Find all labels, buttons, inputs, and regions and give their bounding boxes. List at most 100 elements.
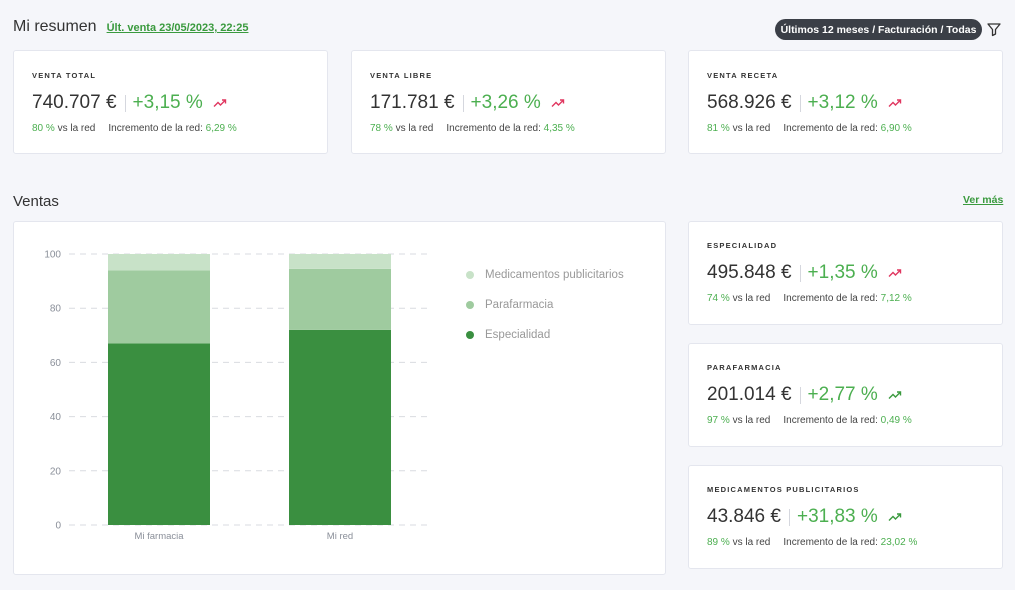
x-tick-label: Mi farmacia — [134, 531, 184, 542]
legend-item-especialidad[interactable]: Especialidad — [466, 329, 550, 341]
filter-icon[interactable] — [986, 21, 1002, 37]
summary-header: Mi resumen Últ. venta 23/05/2023, 22:25 — [13, 18, 248, 36]
kpi-network-comparison: 74 % vs la red Incremento de la red: 7,12… — [707, 293, 912, 304]
kpi-card-especialidad: ESPECIALIDAD 495.848 € +1,35 % 74 % vs l… — [688, 221, 1003, 325]
bar-segment — [289, 329, 391, 525]
filter-summary-button[interactable]: Últimos 12 meses / Facturación / Todas — [775, 19, 982, 40]
kpi-card-medicamentos-publicitarios: MEDICAMENTOS PUBLICITARIOS 43.846 € +31,… — [688, 465, 1003, 569]
sales-chart-card: 0 20 40 60 80 100 Mi farmacia Mi red Medicament… — [13, 221, 666, 575]
kpi-main: 201.014 € +2,77 % — [707, 384, 902, 406]
trend-up-icon — [888, 99, 901, 107]
vs-network-label: vs la red — [57, 123, 96, 134]
divider — [788, 508, 790, 526]
trend-up-icon — [551, 99, 564, 107]
network-increase-value: 6,29 % — [205, 123, 237, 134]
kpi-label: VENTA TOTAL — [32, 71, 97, 80]
kpi-network-comparison: 89 % vs la red Incremento de la red: 23,0… — [707, 537, 917, 548]
trend-up-icon — [888, 269, 901, 277]
vs-network-label: vs la red — [732, 123, 771, 134]
kpi-percent: +3,26 % — [470, 92, 541, 113]
legend-label: Parafarmacia — [485, 299, 554, 311]
kpi-value: 568.926 € — [707, 92, 792, 113]
legend-label: Medicamentos publicitarios — [485, 269, 624, 281]
legend-dot — [466, 301, 474, 309]
network-increase-label: Incremento de la red: — [108, 123, 203, 134]
kpi-value: 171.781 € — [370, 92, 455, 113]
kpi-network-comparison: 97 % vs la red Incremento de la red: 0,49… — [707, 415, 912, 426]
x-tick-label: Mi red — [327, 531, 353, 542]
kpi-card-venta-total: VENTA TOTAL 740.707 € +3,15 % 80 % vs la… — [13, 50, 328, 154]
network-increase-label: Incremento de la red: — [783, 123, 878, 134]
y-tick-label: 60 — [50, 358, 62, 369]
trend-up-icon — [888, 391, 901, 399]
network-increase-value: 0,49 % — [880, 415, 912, 426]
kpi-label: VENTA RECETA — [707, 71, 779, 80]
network-increase-label: Incremento de la red: — [783, 293, 878, 304]
network-increase-label: Incremento de la red: — [783, 415, 878, 426]
legend-item-parafarmacia[interactable]: Parafarmacia — [466, 299, 553, 311]
page-title: Mi resumen — [13, 18, 97, 35]
y-tick-label: 100 — [44, 250, 61, 261]
kpi-main: 568.926 € +3,12 % — [707, 92, 902, 114]
kpi-label: PARAFARMACIA — [707, 363, 782, 372]
vs-network-value: 80 % — [32, 123, 55, 134]
kpi-label: ESPECIALIDAD — [707, 241, 778, 250]
vs-network-label: vs la red — [395, 123, 434, 134]
stacked-bar-chart: 0 20 40 60 80 100 Mi farmacia Mi red — [44, 250, 432, 542]
kpi-value: 740.707 € — [32, 92, 117, 113]
vs-network-value: 78 % — [370, 123, 393, 134]
y-tick-label: 40 — [50, 412, 62, 423]
network-increase-value: 6,90 % — [880, 123, 912, 134]
bar-segment — [289, 268, 391, 330]
divider — [462, 94, 464, 112]
kpi-percent: +3,12 % — [807, 92, 878, 113]
kpi-main: 171.781 € +3,26 % — [370, 92, 565, 114]
kpi-card-venta-receta: VENTA RECETA 568.926 € +3,12 % 81 % vs l… — [688, 50, 1003, 154]
divider — [799, 94, 801, 112]
bar-segment — [108, 254, 210, 271]
vs-network-value: 97 % — [707, 415, 730, 426]
vs-network-value: 81 % — [707, 123, 730, 134]
kpi-percent: +3,15 % — [132, 92, 203, 113]
kpi-percent: +31,83 % — [796, 506, 878, 527]
kpi-card-parafarmacia: PARAFARMACIA 201.014 € +2,77 % 97 % vs l… — [688, 343, 1003, 447]
legend-dot — [466, 271, 474, 279]
y-tick-label: 20 — [50, 466, 62, 477]
vs-network-label: vs la red — [732, 415, 771, 426]
trend-up-icon — [213, 99, 226, 107]
vs-network-label: vs la red — [732, 293, 771, 304]
vs-network-value: 89 % — [707, 537, 730, 548]
kpi-main: 740.707 € +3,15 % — [32, 92, 227, 114]
kpi-value: 495.848 € — [707, 262, 792, 283]
divider — [124, 94, 126, 112]
kpi-main: 43.846 € +31,83 % — [707, 506, 902, 528]
network-increase-label: Incremento de la red: — [783, 537, 878, 548]
kpi-label: MEDICAMENTOS PUBLICITARIOS — [707, 485, 860, 494]
divider — [799, 386, 801, 404]
network-increase-value: 7,12 % — [880, 293, 912, 304]
kpi-network-comparison: 81 % vs la red Incremento de la red: 6,90… — [707, 123, 912, 134]
network-increase-value: 23,02 % — [880, 537, 918, 548]
network-increase-value: 4,35 % — [543, 123, 575, 134]
vs-network-label: vs la red — [732, 537, 771, 548]
divider — [799, 264, 801, 282]
network-increase-label: Incremento de la red: — [446, 123, 541, 134]
kpi-card-venta-libre: VENTA LIBRE 171.781 € +3,26 % 78 % vs la… — [351, 50, 666, 154]
vs-network-value: 74 % — [707, 293, 730, 304]
y-tick-label: 80 — [50, 304, 62, 315]
kpi-percent: +2,77 % — [807, 384, 878, 405]
kpi-main: 495.848 € +1,35 % — [707, 262, 902, 284]
bar-segment — [108, 343, 210, 525]
see-more-link[interactable]: Ver más — [963, 194, 1004, 206]
kpi-label: VENTA LIBRE — [370, 71, 433, 80]
last-sale-link[interactable]: Últ. venta 23/05/2023, 22:25 — [106, 22, 249, 34]
kpi-network-comparison: 78 % vs la red Incremento de la red: 4,35… — [370, 123, 575, 134]
kpi-percent: +1,35 % — [807, 262, 878, 283]
kpi-value: 43.846 € — [707, 506, 781, 527]
sales-section-title: Ventas — [13, 193, 59, 210]
legend-dot — [466, 331, 474, 339]
kpi-value: 201.014 € — [707, 384, 792, 405]
legend-item-medicamentos-publicitarios[interactable]: Medicamentos publicitarios — [466, 269, 624, 281]
bar-segment — [289, 254, 391, 269]
kpi-network-comparison: 80 % vs la red Incremento de la red: 6,29… — [32, 123, 237, 134]
